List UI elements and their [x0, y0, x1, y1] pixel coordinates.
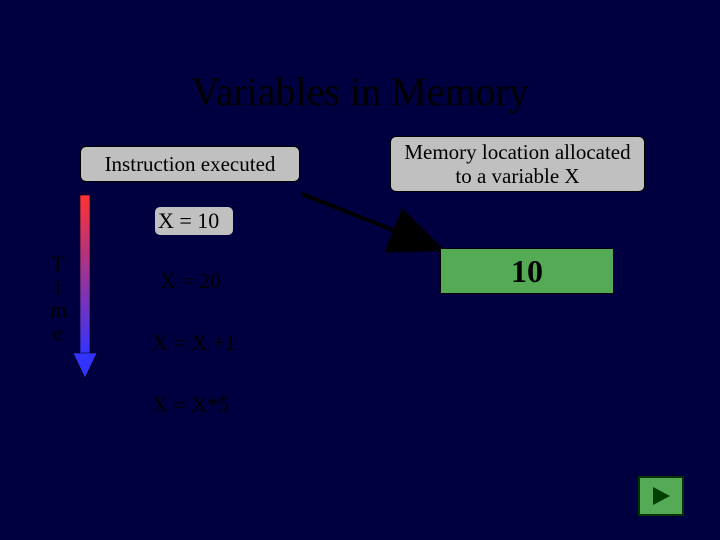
slide-title: Variables in Memory — [0, 68, 720, 115]
instruction-3: X = X*5 — [152, 392, 229, 418]
play-icon — [650, 485, 672, 507]
memory-location-label: Memory location allocated to a variable … — [397, 140, 638, 188]
memory-value: 10 — [511, 253, 543, 290]
memory-cell: 10 — [440, 248, 614, 294]
instruction-1: X = 20 — [160, 268, 221, 294]
next-slide-button[interactable] — [638, 476, 684, 516]
instruction-executed-label: Instruction executed — [105, 152, 276, 177]
time-arrow-icon — [73, 195, 97, 380]
instruction-2: X = X +1 — [152, 330, 236, 356]
instruction-0: X = 10 — [158, 208, 219, 234]
time-axis-label: Time — [50, 252, 66, 344]
memory-location-box: Memory location allocated to a variable … — [390, 136, 645, 192]
instruction-executed-box: Instruction executed — [80, 146, 300, 182]
